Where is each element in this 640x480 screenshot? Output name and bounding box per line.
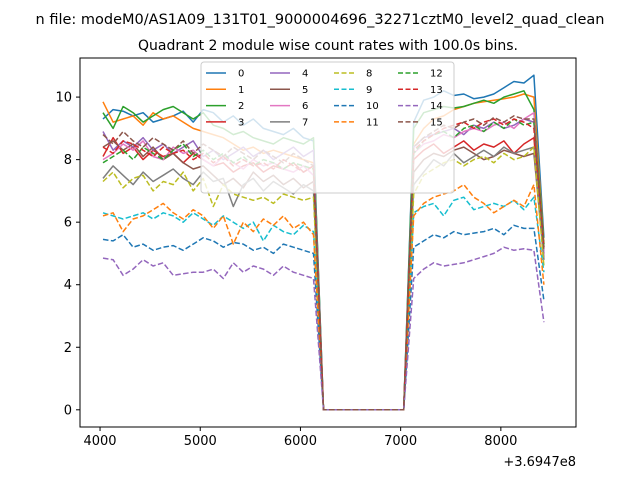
series-line-11 <box>102 183 545 411</box>
legend-label: 4 <box>302 69 308 80</box>
x-tick-label: 7000 <box>384 434 417 449</box>
legend-label: 7 <box>302 117 308 128</box>
legend-label: 2 <box>238 101 244 112</box>
series-line-9 <box>102 196 545 411</box>
chart-title: Quadrant 2 module wise count rates with … <box>138 38 518 54</box>
y-axis: 0 2 4 6 8 10 <box>55 91 80 418</box>
legend-label: 1 <box>238 85 244 96</box>
plot-area-frame <box>79 57 577 428</box>
legend-label: 6 <box>302 101 308 112</box>
series-line-14 <box>102 246 545 411</box>
x-tick-label: 4000 <box>83 434 116 449</box>
y-tick-label: 4 <box>64 278 72 293</box>
legend-label: 14 <box>430 101 443 112</box>
legend-label: 8 <box>366 69 372 80</box>
y-tick-label: 10 <box>55 91 72 106</box>
figure-suptitle: n file: modeM0/AS1A09_131T01_9000004696_… <box>36 12 605 28</box>
legend-label: 11 <box>366 117 379 128</box>
series-layer <box>102 74 545 411</box>
legend-label: 0 <box>238 69 244 80</box>
y-tick-label: 2 <box>64 341 72 356</box>
x-tick-label: 5000 <box>184 434 217 449</box>
legend-label: 12 <box>430 69 443 80</box>
series-line-15 <box>102 115 545 411</box>
x-offset-label: +3.6947e8 <box>503 455 576 470</box>
x-tick-label: 8000 <box>484 434 517 449</box>
legend-box <box>200 61 455 194</box>
y-tick-label: 6 <box>64 216 72 231</box>
legend-label: 3 <box>238 117 244 128</box>
legend-label: 10 <box>366 101 379 112</box>
series-line-12 <box>102 118 545 411</box>
y-tick-label: 8 <box>64 153 72 168</box>
legend-label: 5 <box>302 85 308 96</box>
y-tick-label: 0 <box>64 403 72 418</box>
series-line-10 <box>102 224 545 411</box>
x-axis: 4000 5000 6000 7000 8000 <box>83 427 517 449</box>
legend-label: 15 <box>430 117 443 128</box>
legend-label: 9 <box>366 85 372 96</box>
x-tick-label: 6000 <box>284 434 317 449</box>
legend-label: 13 <box>430 85 443 96</box>
